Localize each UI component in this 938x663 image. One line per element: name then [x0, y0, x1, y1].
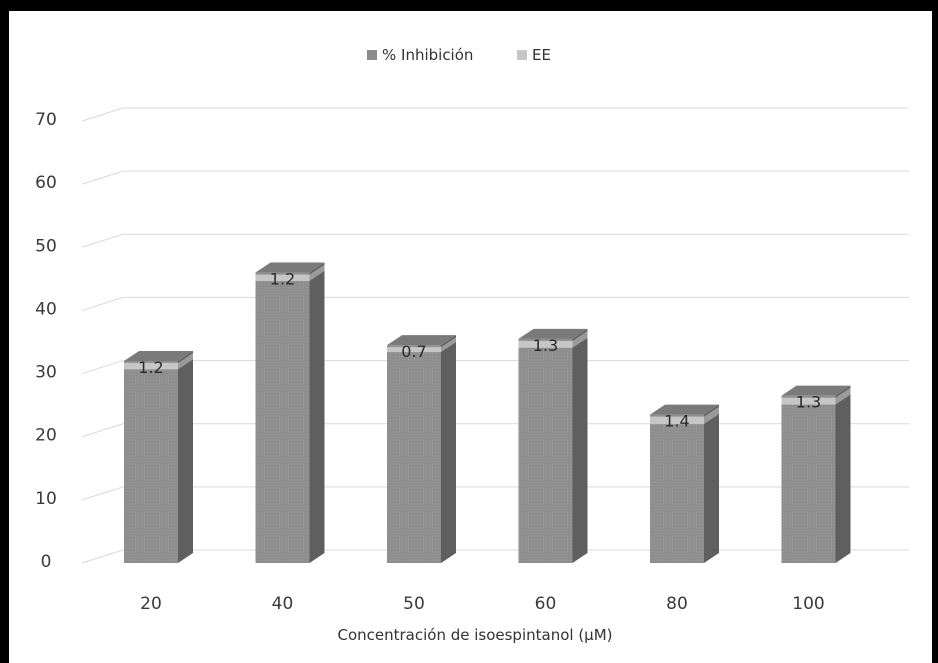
gridline — [81, 549, 909, 564]
ee-segment — [255, 274, 310, 281]
bar-group: 1.3 — [518, 328, 588, 563]
bars: 1.2 1.2 0.7 1.3 1.4 1.3 — [124, 262, 851, 563]
bar-group: 1.2 — [124, 350, 193, 563]
y-tick-label: 60 — [35, 173, 57, 193]
y-tick-label: 20 — [35, 426, 57, 446]
gridline — [81, 296, 909, 311]
gridline — [81, 170, 909, 185]
ee-segment — [387, 347, 441, 353]
gridline — [81, 486, 909, 501]
gridline — [81, 233, 909, 248]
bar-top — [387, 335, 456, 346]
bar-front — [387, 345, 441, 563]
ee-segment — [781, 397, 836, 405]
gridlines — [81, 107, 909, 564]
ee-side — [309, 264, 325, 281]
ee-segment — [650, 416, 704, 425]
bar-front — [124, 360, 178, 563]
bar-side — [441, 335, 456, 563]
legend-swatch-ee — [517, 50, 527, 60]
y-tick-label: 0 — [41, 552, 52, 572]
y-tick-label: 50 — [35, 236, 57, 256]
bar-front — [781, 395, 836, 563]
x-tick-label: 80 — [666, 594, 688, 614]
legend-label-ee: EE — [532, 46, 551, 64]
x-axis-ticks: 20 40 50 60 80 100 — [140, 594, 825, 614]
y-tick-label: 40 — [35, 299, 57, 319]
legend-swatch-inhibicion — [367, 50, 377, 60]
bar-side — [178, 350, 193, 563]
bar-side — [835, 385, 851, 563]
x-tick-label: 40 — [272, 594, 294, 614]
bar-top — [124, 350, 193, 361]
legend: % Inhibición EE — [367, 46, 551, 64]
x-tick-label: 60 — [535, 594, 557, 614]
ee-segment — [124, 362, 178, 370]
x-tick-label: 20 — [140, 594, 162, 614]
bar-side — [309, 262, 325, 563]
ee-side — [835, 387, 851, 405]
bar-side — [572, 328, 588, 563]
bar-group: 1.3 — [781, 385, 851, 563]
bar-group: 0.7 — [387, 335, 456, 563]
ee-side — [441, 337, 456, 353]
ee-side — [178, 352, 193, 370]
y-tick-label: 10 — [35, 489, 57, 509]
legend-label-inhibicion: % Inhibición — [382, 46, 473, 64]
data-label: 1.2 — [270, 270, 295, 289]
ee-side — [704, 406, 719, 425]
ee-segment — [518, 340, 573, 348]
data-label: 1.4 — [664, 412, 689, 431]
x-tick-label: 50 — [403, 594, 425, 614]
bar-front — [518, 338, 573, 563]
y-axis-ticks: 0 10 20 30 40 50 60 70 — [35, 110, 57, 572]
gridline — [81, 423, 909, 438]
data-label: 1.3 — [533, 336, 558, 355]
bar-top — [781, 385, 851, 396]
bar-group: 1.4 — [650, 404, 719, 563]
chart-frame: % Inhibición EE 0 10 20 30 40 50 60 70 1.2 1.2 0.… — [9, 11, 932, 663]
data-label: 0.7 — [401, 342, 426, 361]
y-tick-label: 70 — [35, 110, 57, 130]
bar-top — [255, 262, 325, 273]
x-tick-label: 100 — [792, 594, 824, 614]
gridline — [81, 360, 909, 375]
y-tick-label: 30 — [35, 363, 57, 383]
bar-top — [518, 328, 588, 339]
bar-group: 1.2 — [255, 262, 325, 563]
data-label: 1.3 — [796, 393, 821, 412]
data-label: 1.2 — [138, 358, 163, 377]
ee-side — [572, 330, 588, 348]
gridline — [81, 107, 909, 122]
bar-top — [650, 404, 719, 415]
bar-side — [704, 404, 719, 563]
inhibition-bar-chart: % Inhibición EE 0 10 20 30 40 50 60 70 1.2 1.2 0.… — [35, 46, 909, 644]
x-axis-title: Concentración de isoespintanol (μM) — [337, 626, 612, 644]
bar-front — [650, 414, 704, 563]
bar-front — [255, 272, 310, 563]
